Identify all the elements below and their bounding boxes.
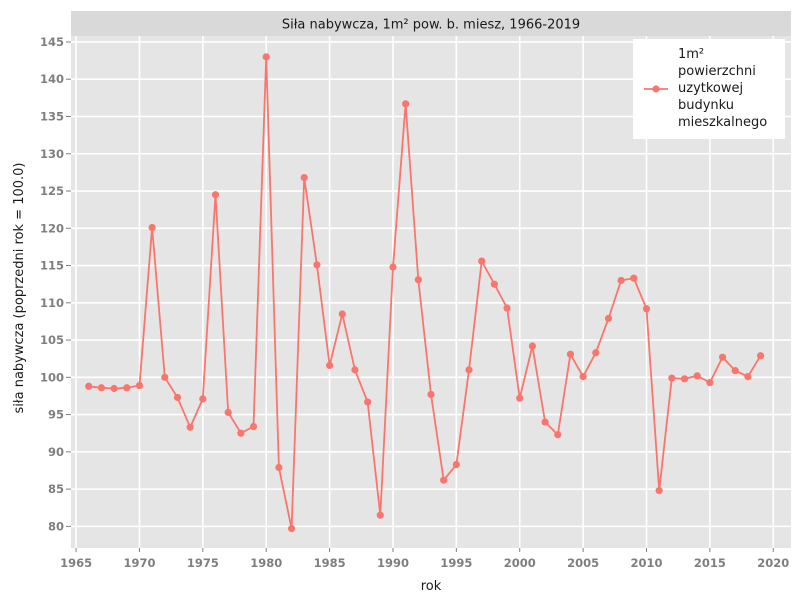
data-point-2012 — [668, 374, 676, 382]
data-point-1968 — [110, 384, 118, 393]
y-tick-label: 85 — [48, 482, 64, 496]
data-point-1971 — [148, 223, 156, 232]
title-strip — [71, 11, 791, 36]
x-axis-title: rok — [421, 579, 442, 594]
data-point-1972 — [161, 373, 169, 381]
y-tick-label: 135 — [40, 109, 64, 123]
data-point-1979 — [249, 422, 258, 431]
y-tick-label: 145 — [40, 35, 64, 49]
data-point-2006 — [592, 349, 600, 357]
x-tick-label: 1995 — [440, 556, 472, 570]
x-tick-label: 1970 — [123, 556, 155, 570]
legend: 1m² powierzchni uzytkowej budynku mieszkalne… — [633, 39, 785, 139]
x-tick-label: 1980 — [250, 556, 282, 570]
data-point-1988 — [364, 398, 372, 406]
chart-title: Siła nabywcza, 1m² pow. b. miesz, 1966-2… — [282, 18, 580, 33]
data-point-1995 — [452, 460, 460, 469]
data-point-2008 — [617, 276, 625, 285]
x-tick-label: 1990 — [377, 556, 409, 570]
data-point-1969 — [123, 384, 131, 392]
y-tick-label: 130 — [40, 147, 64, 161]
y-tick-label: 140 — [40, 72, 64, 86]
data-point-1976 — [211, 191, 220, 199]
data-point-2011 — [655, 487, 663, 495]
data-point-1983 — [300, 174, 308, 182]
data-point-2003 — [554, 431, 562, 439]
y-axis: 80 85 90 95 100 105 110 115 120 125 130 135 140 145 — [40, 35, 71, 533]
x-tick-label: 1985 — [314, 556, 346, 570]
data-point-1974 — [186, 423, 194, 431]
data-points — [85, 53, 765, 533]
data-point-2015 — [706, 378, 714, 387]
y-tick-label: 110 — [40, 296, 64, 310]
data-point-1981 — [275, 463, 283, 472]
data-point-1999 — [503, 304, 511, 312]
data-point-2017 — [731, 367, 739, 375]
data-point-1990 — [389, 263, 397, 271]
data-point-2002 — [541, 418, 549, 426]
y-tick-label: 105 — [40, 333, 64, 347]
y-tick-label: 120 — [40, 221, 64, 235]
data-point-1991 — [402, 100, 410, 108]
data-point-2004 — [566, 350, 575, 358]
data-point-1987 — [351, 366, 359, 374]
data-point-1967 — [97, 384, 106, 392]
data-point-2009 — [630, 274, 638, 282]
data-point-1975 — [199, 395, 207, 403]
data-point-1982 — [287, 525, 296, 533]
y-tick-label: 80 — [48, 519, 64, 533]
data-point-1978 — [237, 429, 245, 437]
data-point-1998 — [490, 280, 498, 288]
x-tick-label: 2000 — [504, 556, 536, 570]
data-point-1977 — [224, 408, 232, 416]
data-point-2018 — [744, 372, 752, 381]
data-point-1986 — [338, 310, 346, 318]
data-point-1984 — [313, 261, 321, 269]
data-point-1996 — [465, 366, 473, 374]
data-point-1997 — [478, 257, 486, 265]
x-tick-label: 2020 — [757, 556, 789, 570]
y-tick-label: 100 — [40, 370, 64, 384]
y-tick-label: 125 — [40, 184, 64, 198]
x-tick-label: 2005 — [567, 556, 599, 570]
data-point-2005 — [579, 372, 587, 381]
data-point-1985 — [325, 361, 334, 370]
data-point-1992 — [414, 276, 422, 284]
data-point-1993 — [427, 390, 435, 399]
data-point-2016 — [718, 353, 727, 361]
y-tick-label: 95 — [48, 408, 64, 422]
data-point-2010 — [642, 305, 651, 313]
data-point-2001 — [528, 342, 537, 350]
data-point-2000 — [516, 394, 524, 402]
data-point-2019 — [756, 352, 765, 360]
data-point-1994 — [440, 476, 448, 484]
data-point-2007 — [604, 314, 613, 323]
data-point-2013 — [680, 375, 689, 383]
x-axis: 1965 1970 1975 1980 1985 1990 1995 2000 2005 2010… — [60, 548, 789, 570]
legend-key-point — [652, 85, 660, 93]
data-point-1989 — [376, 511, 384, 519]
data-point-1973 — [173, 393, 182, 402]
x-tick-label: 2015 — [694, 556, 726, 570]
data-point-1970 — [135, 381, 144, 390]
data-point-1980 — [262, 53, 270, 61]
legend-label: 1m² powierzchni uzytkowej budynku mieszkalne… — [678, 47, 767, 130]
x-tick-label: 2010 — [630, 556, 662, 570]
x-tick-label: 1965 — [60, 556, 92, 570]
x-tick-label: 1975 — [187, 556, 219, 570]
y-tick-label: 115 — [40, 259, 64, 273]
series-line — [88, 56, 762, 529]
y-tick-label: 90 — [48, 445, 64, 459]
data-point-1966 — [85, 382, 93, 390]
data-point-2014 — [693, 372, 701, 380]
y-axis-title: siła nabywcza (poprzedni rok = 100.0) — [12, 163, 27, 414]
